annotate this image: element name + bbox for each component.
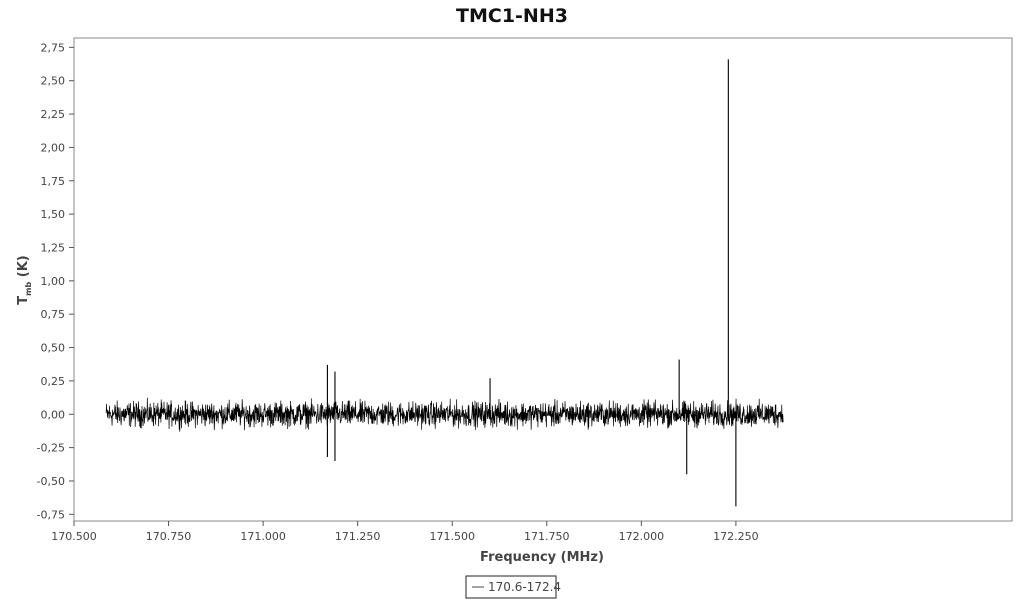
legend: 170.6-172.4 <box>465 575 561 599</box>
y-tick-label: 0,50 <box>41 342 66 355</box>
y-tick-label: 2,00 <box>41 141 66 154</box>
y-tick-label: 1,75 <box>41 175 66 188</box>
y-tick-label: 2,25 <box>41 108 66 121</box>
y-axis-label-unit: (K) <box>16 255 31 281</box>
y-tick-label: -0,25 <box>37 442 65 455</box>
y-tick-label: -0,75 <box>37 508 65 521</box>
y-tick-label: 1,00 <box>41 275 66 288</box>
x-axis: 170.500 170.750 171.000 171.250 171.500 171.7… <box>51 521 759 543</box>
x-tick-label: 172.000 <box>619 530 665 543</box>
y-axis-label-subscript: mb <box>24 282 33 296</box>
x-tick-label: 172.250 <box>713 530 759 543</box>
series-layer <box>105 59 784 507</box>
y-tick-label: 1,50 <box>41 208 66 221</box>
legend-label: 170.6-172.4 <box>488 580 561 594</box>
y-axis-label: Tmb (K) <box>16 255 33 304</box>
y-tick-label: 2,50 <box>41 75 66 88</box>
y-axis-label-main: T <box>16 296 31 305</box>
chart-title: TMC1-NH3 <box>456 5 568 27</box>
x-tick-label: 170.500 <box>51 530 97 543</box>
x-tick-label: 171.250 <box>335 530 381 543</box>
x-tick-label: 171.750 <box>524 530 570 543</box>
x-tick-label: 171.000 <box>240 530 286 543</box>
y-tick-label: 0,75 <box>41 308 66 321</box>
plot-area <box>73 37 1013 522</box>
y-tick-label: 0,00 <box>41 408 66 421</box>
y-tick-label: 2,75 <box>41 41 66 54</box>
series-line <box>105 397 784 432</box>
legend-box <box>465 575 557 599</box>
y-axis: -0,75 -0,50 -0,25 0,00 0,25 0,50 0,75 1,00 1,25 1… <box>37 41 74 521</box>
x-tick-label: 170.750 <box>146 530 192 543</box>
y-tick-label: 1,25 <box>41 241 66 254</box>
y-tick-label: -0,50 <box>37 475 65 488</box>
x-axis-label: Frequency (MHz) <box>480 550 604 565</box>
y-tick-label: 0,25 <box>41 375 66 388</box>
x-tick-label: 171.500 <box>429 530 475 543</box>
